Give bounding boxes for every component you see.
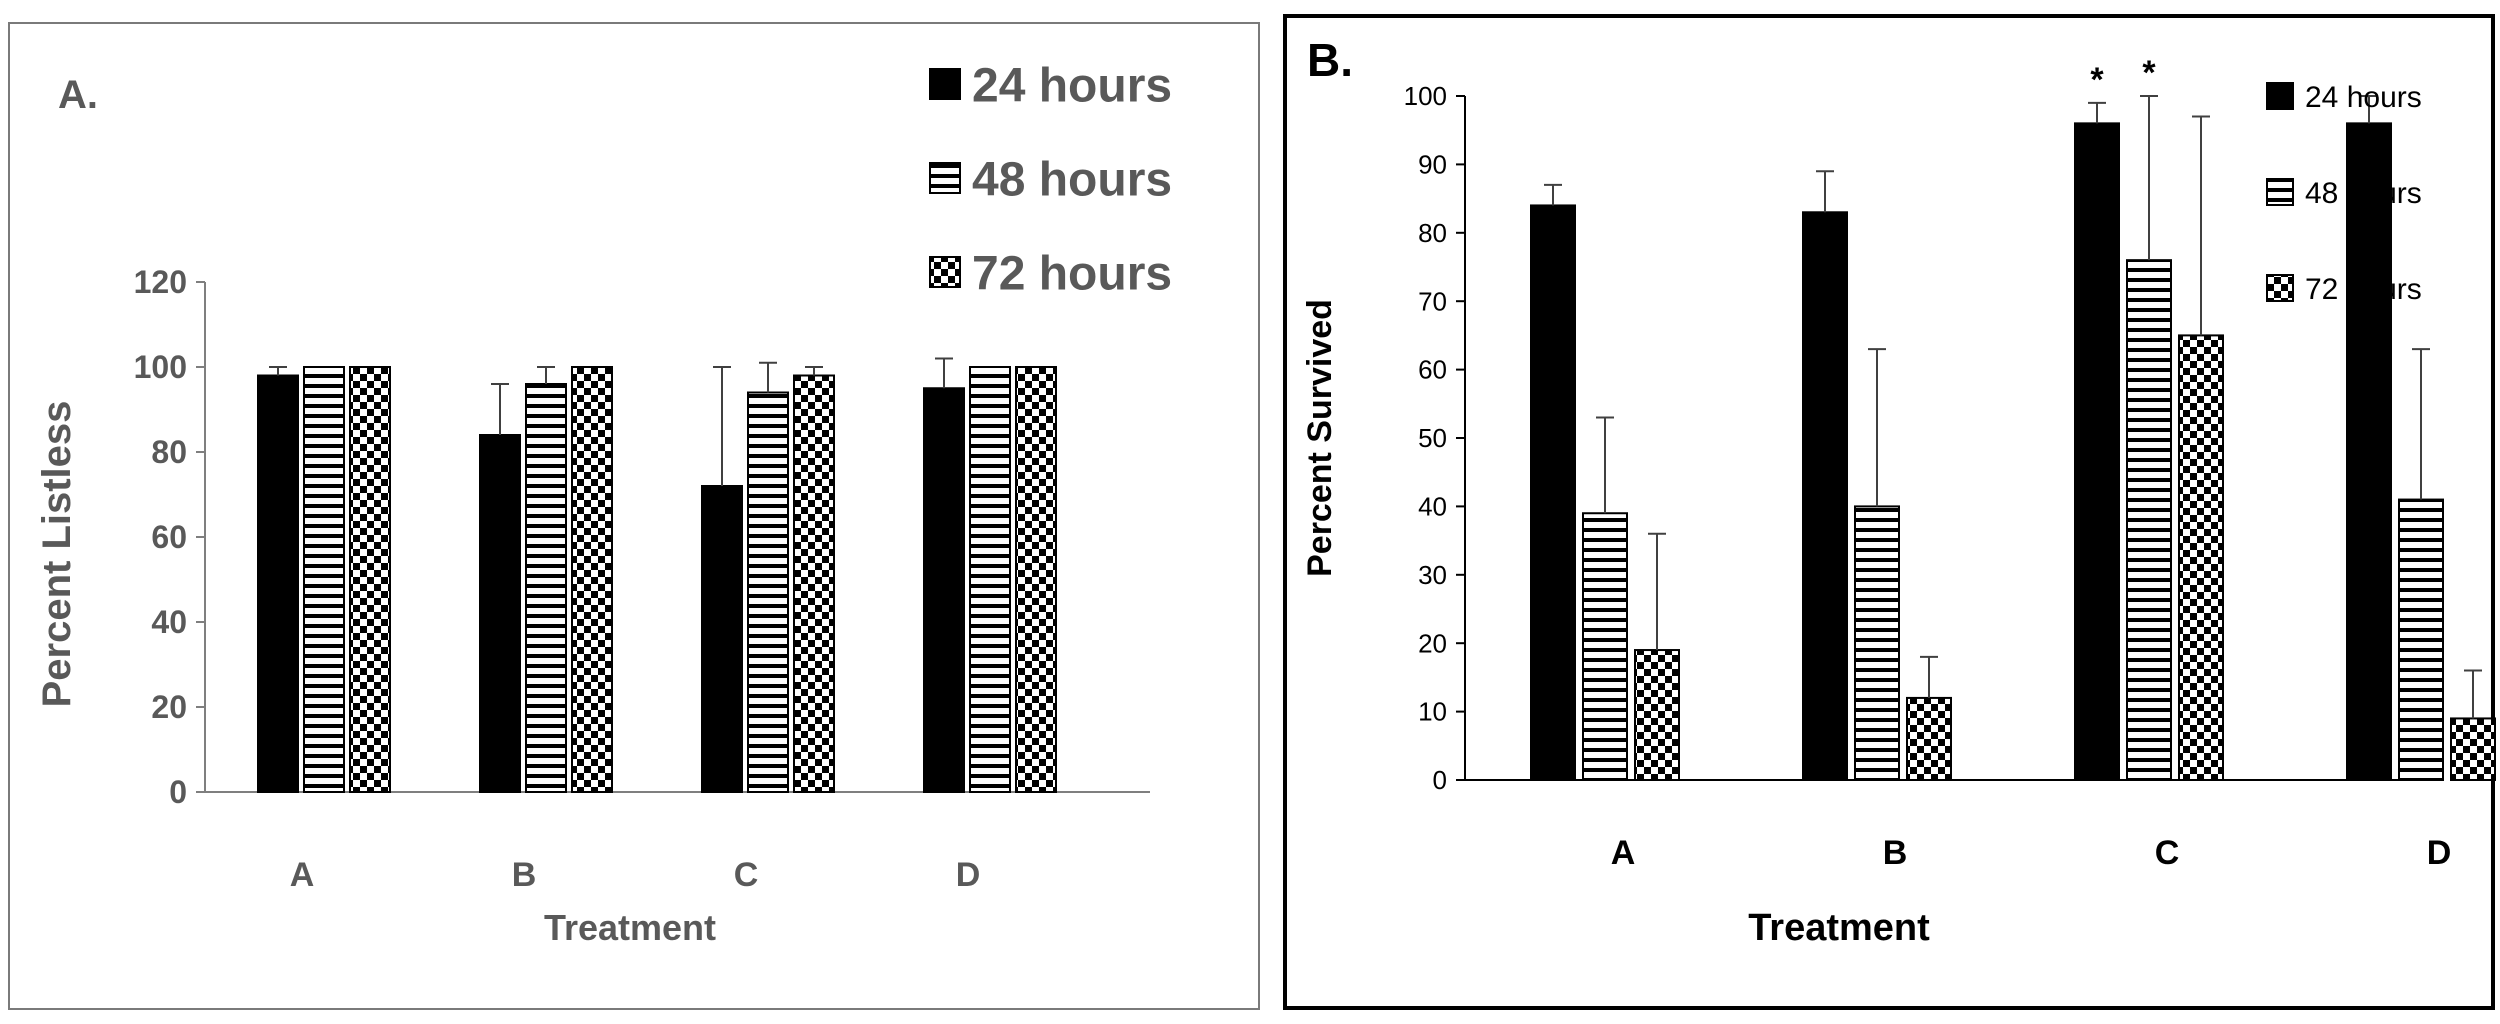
legend-label: 48 hours [972, 153, 1172, 206]
bar-24-hours-A [1530, 204, 1576, 781]
x-category-label: B [1883, 834, 1908, 872]
bar-72-hours-C [793, 374, 835, 793]
legend-swatch [2266, 178, 2294, 206]
chart-panel-a: A. 0 20 40 60 80 100 120 Percent Listless Treatme… [8, 22, 1260, 1010]
legend-label: 24 hours [972, 59, 1172, 112]
bar-72-hours-B [1906, 696, 1952, 781]
legend-swatch [2266, 82, 2294, 110]
bar-72-hours-A [349, 366, 391, 793]
bar-24-hours-B [1802, 211, 1848, 781]
y-tick-label: 60 [1418, 355, 1447, 385]
chart-panel-b: B. 0 10 20 30 40 50 60 70 80 90 100 Percent Survived… [1283, 14, 2496, 1010]
x-category-label: B [512, 856, 537, 894]
bar-48-hours-B [1854, 505, 1900, 781]
bar-48-hours-C [747, 391, 789, 793]
bar-48-hours-A [1582, 512, 1628, 781]
y-tick-label: 20 [151, 689, 187, 725]
bar-48-hours-D [969, 366, 1011, 793]
y-tick-label: 30 [1418, 560, 1447, 590]
bar-72-hours-D [2450, 717, 2496, 782]
bar-24-hours-D [2346, 122, 2392, 782]
panel-label: A. [58, 73, 98, 117]
y-tick-label: 60 [151, 519, 187, 555]
x-category-label: D [956, 856, 981, 894]
y-tick-label: 10 [1418, 697, 1447, 727]
significance-marker: * [2090, 61, 2104, 99]
bar-72-hours-C [2178, 334, 2224, 781]
bar-72-hours-D [1015, 366, 1057, 793]
y-tick-label: 90 [1418, 150, 1447, 180]
bar-72-hours-B [571, 366, 613, 793]
chart-a-canvas: A. 0 20 40 60 80 100 120 Percent Listless Treatme… [35, 59, 1172, 948]
y-tick-label: 80 [151, 434, 187, 470]
y-tick-label: 0 [169, 774, 187, 810]
bar-24-hours-B [479, 434, 521, 793]
bar-24-hours-C [701, 485, 743, 793]
bar-24-hours-D [923, 387, 965, 793]
y-tick-label: 0 [1433, 765, 1447, 795]
y-tick-label: 100 [1404, 81, 1447, 111]
x-category-label: C [2155, 834, 2180, 872]
y-tick-label: 70 [1418, 286, 1447, 316]
legend-label: 24 hours [2305, 81, 2422, 114]
y-axis-label: Percent Survived [1301, 299, 1339, 577]
x-category-label: C [734, 856, 759, 894]
y-tick-label: 120 [134, 264, 187, 300]
legend-label: 48 hours [2305, 177, 2422, 210]
legend-swatch [929, 256, 961, 288]
x-category-label: A [290, 856, 315, 894]
bar-24-hours-A [257, 374, 299, 793]
legend-swatch [2266, 274, 2294, 302]
y-tick-label: 40 [151, 604, 187, 640]
legend-swatch [929, 68, 961, 100]
y-tick-label: 80 [1418, 218, 1447, 248]
bar-48-hours-D [2398, 498, 2444, 781]
bar-72-hours-A [1634, 649, 1680, 781]
x-axis-label: Treatment [544, 907, 716, 948]
significance-marker: * [2142, 54, 2156, 92]
bar-24-hours-C [2074, 122, 2120, 782]
y-tick-label: 100 [134, 349, 187, 385]
legend-label: 72 hours [2305, 273, 2422, 306]
y-tick-label: 20 [1418, 628, 1447, 658]
x-category-label: D [2427, 834, 2452, 872]
chart-b-canvas: B. 0 10 20 30 40 50 60 70 80 90 100 Percent Survived… [1301, 34, 2496, 949]
bar-48-hours-A [303, 366, 345, 793]
y-tick-label: 50 [1418, 423, 1447, 453]
legend-swatch [929, 162, 961, 194]
y-tick-label: 40 [1418, 492, 1447, 522]
bar-48-hours-B [525, 383, 567, 793]
panel-label: B. [1307, 34, 1353, 86]
x-axis-label: Treatment [1748, 907, 1930, 949]
x-category-label: A [1611, 834, 1636, 872]
bar-48-hours-C [2126, 259, 2172, 782]
legend-label: 72 hours [972, 247, 1172, 300]
y-axis-label: Percent Listless [35, 401, 79, 708]
